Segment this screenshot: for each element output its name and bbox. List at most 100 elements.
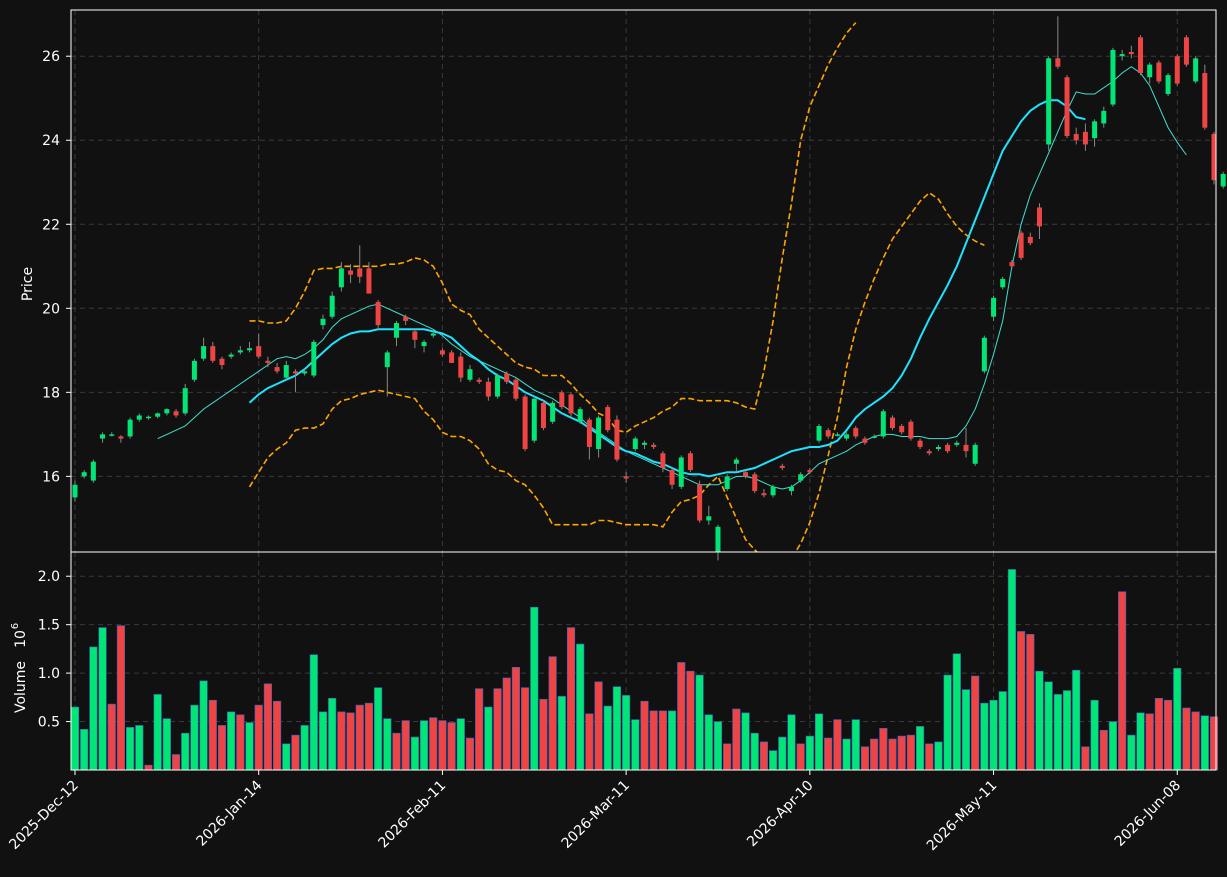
- candle-body-down: [688, 453, 693, 470]
- candle-body-down: [458, 357, 463, 378]
- candle-body-down: [357, 268, 362, 276]
- candle-body-up: [1110, 50, 1115, 105]
- candle-body-down: [1184, 37, 1189, 64]
- volume-bar: [420, 721, 428, 770]
- candle-body-down: [752, 474, 757, 491]
- volume-bar: [650, 711, 658, 770]
- volume-bar: [824, 738, 832, 770]
- volume-bar: [760, 742, 768, 770]
- volume-bar: [163, 719, 171, 770]
- candle-body-up: [973, 445, 978, 464]
- candle-body-up: [679, 457, 684, 486]
- price-y-tick-label: 24: [42, 133, 60, 149]
- volume-bar: [898, 736, 906, 770]
- volume-bar: [512, 667, 520, 770]
- volume-bar: [889, 739, 897, 770]
- candle-body-up: [789, 487, 794, 491]
- candle-body-up: [771, 487, 776, 495]
- volume-bar: [283, 744, 291, 770]
- volume-bar: [549, 657, 557, 770]
- volume-bar: [733, 709, 741, 770]
- candle-body-up: [633, 439, 638, 450]
- volume-bar: [751, 733, 759, 770]
- price-y-tick-label: 16: [42, 469, 60, 485]
- candle-body-up: [311, 342, 316, 376]
- candle-body-up: [596, 418, 601, 450]
- volume-bar: [916, 726, 924, 770]
- volume-bar: [788, 715, 796, 770]
- candle-body-up: [229, 355, 234, 357]
- candle-body-up: [100, 434, 105, 438]
- candle-body-down: [807, 470, 812, 472]
- candle-body-up: [532, 399, 537, 441]
- candle-body-down: [697, 485, 702, 521]
- volume-bar: [255, 705, 263, 770]
- volume-bar: [705, 715, 713, 770]
- volume-bar: [641, 701, 649, 770]
- candle-body-down: [210, 346, 215, 361]
- volume-bar: [632, 720, 640, 770]
- candle-body-down: [1202, 73, 1207, 128]
- candle-body-down: [559, 392, 564, 407]
- candle-body-down: [440, 350, 445, 354]
- candle-body-up: [881, 411, 886, 436]
- candle-body-down: [1055, 58, 1060, 66]
- volume-bar: [475, 689, 483, 770]
- volume-bar: [218, 725, 226, 770]
- volume-bar: [834, 720, 842, 770]
- volume-bar: [567, 628, 575, 770]
- candle-body-down: [918, 441, 923, 447]
- volume-bar: [273, 701, 281, 770]
- volume-bar: [558, 696, 566, 770]
- candle-body-up: [422, 342, 427, 346]
- volume-bar: [90, 647, 98, 770]
- volume-axis-exponent-base: 10: [13, 630, 29, 648]
- volume-bar: [944, 675, 952, 770]
- volume-bar: [659, 711, 667, 770]
- volume-bar: [779, 737, 787, 770]
- volume-bar: [1128, 735, 1136, 770]
- candle-body-down: [219, 359, 224, 365]
- volume-bar: [1146, 714, 1154, 770]
- volume-bar: [80, 729, 88, 770]
- volume-bar: [338, 712, 346, 770]
- volume-bar: [181, 733, 189, 770]
- volume-bar: [1063, 691, 1071, 770]
- candle-body-up: [1193, 58, 1198, 81]
- volume-bar: [1045, 682, 1053, 770]
- volume-y-tick-label: 2.0: [38, 569, 60, 585]
- price-axis-label: Price: [20, 267, 36, 301]
- candle-body-down: [118, 436, 123, 438]
- candle-body-down: [1037, 207, 1042, 226]
- candle-body-down: [651, 445, 656, 447]
- volume-bar: [1082, 747, 1090, 770]
- candle-body-up: [1046, 58, 1051, 144]
- volume-bar: [1100, 730, 1108, 770]
- candle-body-down: [293, 371, 298, 373]
- volume-axis-exponent-power: 6: [10, 623, 21, 629]
- candle-body-down: [513, 380, 518, 399]
- volume-bar: [880, 728, 888, 770]
- volume-bar: [347, 713, 355, 770]
- candle-body-up: [339, 268, 344, 287]
- candle-body-up: [1092, 121, 1097, 138]
- volume-bar: [1201, 716, 1209, 770]
- volume-axis-label-group: Volume 10 6: [10, 623, 29, 713]
- candle-body-down: [1129, 52, 1134, 54]
- candle-body-down: [743, 472, 748, 476]
- volume-bar: [1164, 700, 1172, 770]
- candle-body-down: [523, 397, 528, 450]
- candle-body-up: [238, 350, 243, 352]
- volume-bar: [540, 699, 548, 770]
- candle-body-down: [1138, 37, 1143, 73]
- candle-body-up: [725, 476, 730, 489]
- candle-body-up: [1147, 65, 1152, 78]
- volume-bar: [1192, 712, 1200, 770]
- volume-bar: [384, 719, 392, 770]
- volume-bar: [328, 698, 336, 770]
- volume-bar: [1183, 708, 1191, 770]
- volume-bar: [815, 714, 823, 770]
- volume-bar: [981, 703, 989, 770]
- candle-body-down: [504, 373, 509, 381]
- volume-bar: [1054, 694, 1062, 770]
